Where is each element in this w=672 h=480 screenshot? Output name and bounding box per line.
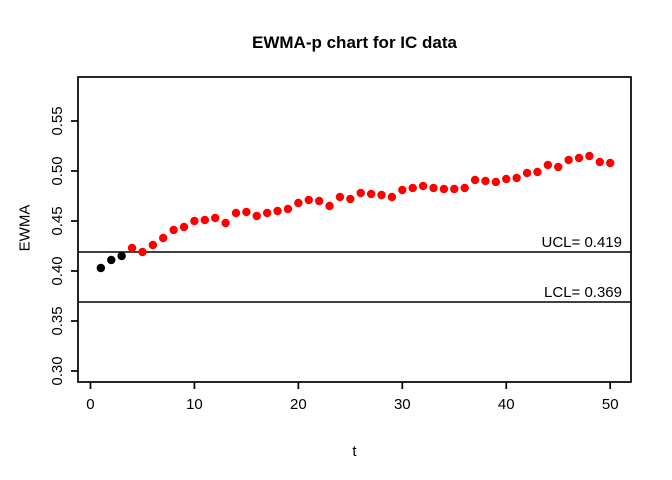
x-axis-label: t <box>352 443 357 460</box>
data-point-out-of-control-points <box>470 175 480 185</box>
x-tick-label: 20 <box>290 396 307 413</box>
data-point-in-control-points <box>117 251 126 261</box>
data-point-out-of-control-points <box>294 198 303 208</box>
data-point-out-of-control-points <box>231 208 241 218</box>
data-point-out-of-control-points <box>554 162 563 172</box>
data-point-out-of-control-points <box>460 183 469 193</box>
data-point-in-control-points <box>107 255 116 265</box>
data-point-out-of-control-points <box>283 204 293 214</box>
data-point-out-of-control-points <box>242 207 251 217</box>
y-tick-label: 0.50 <box>49 156 66 185</box>
data-point-out-of-control-points <box>502 174 511 184</box>
y-tick-label: 0.45 <box>49 206 66 235</box>
data-point-out-of-control-points <box>429 183 438 193</box>
data-point-out-of-control-points <box>252 211 261 221</box>
data-point-out-of-control-points <box>190 216 199 226</box>
data-point-out-of-control-points <box>356 188 365 198</box>
data-point-out-of-control-points <box>585 151 594 161</box>
data-point-out-of-control-points <box>439 184 449 194</box>
y-tick-label: 0.30 <box>49 356 66 385</box>
data-point-out-of-control-points <box>366 189 376 199</box>
data-point-out-of-control-points <box>522 168 532 178</box>
data-point-out-of-control-points <box>221 218 230 228</box>
data-point-out-of-control-points <box>606 158 615 168</box>
data-point-out-of-control-points <box>543 160 553 170</box>
lcl-label: LCL= 0.369 <box>544 284 622 301</box>
x-tick-label: 50 <box>602 396 619 413</box>
ucl-label: UCL= 0.419 <box>541 234 622 251</box>
y-axis-label: EWMA <box>16 204 34 252</box>
data-point-out-of-control-points <box>325 201 334 211</box>
data-point-out-of-control-points <box>304 195 313 205</box>
data-point-out-of-control-points <box>408 183 417 193</box>
plot-border <box>77 76 632 383</box>
x-tick-label: 40 <box>498 396 515 413</box>
data-point-out-of-control-points <box>314 196 324 206</box>
data-point-out-of-control-points <box>179 222 189 232</box>
data-point-out-of-control-points <box>346 194 355 204</box>
data-point-out-of-control-points <box>200 215 210 225</box>
data-point-out-of-control-points <box>512 173 521 183</box>
data-point-out-of-control-points <box>335 192 345 202</box>
chart-title: EWMA-p chart for IC data <box>252 33 457 52</box>
data-point-out-of-control-points <box>418 181 428 191</box>
data-point-out-of-control-points <box>262 208 272 218</box>
y-tick-label: 0.40 <box>49 256 66 285</box>
data-point-out-of-control-points <box>398 185 407 195</box>
data-point-out-of-control-points <box>450 184 459 194</box>
data-point-out-of-control-points <box>211 213 220 223</box>
data-point-out-of-control-points <box>564 155 573 165</box>
data-point-out-of-control-points <box>273 206 282 216</box>
data-point-out-of-control-points <box>377 190 386 200</box>
x-tick-label: 0 <box>86 396 94 413</box>
y-tick-label: 0.55 <box>49 106 66 135</box>
data-point-out-of-control-points <box>533 167 542 177</box>
data-point-out-of-control-points <box>159 233 168 243</box>
data-point-out-of-control-points <box>138 247 147 257</box>
y-tick-label: 0.35 <box>49 306 66 335</box>
data-point-out-of-control-points <box>574 153 584 163</box>
data-point-out-of-control-points <box>148 240 158 250</box>
data-point-out-of-control-points <box>595 157 605 167</box>
data-point-out-of-control-points <box>481 176 490 186</box>
data-point-out-of-control-points <box>169 225 178 235</box>
data-point-out-of-control-points <box>387 192 397 202</box>
x-tick-label: 10 <box>186 396 203 413</box>
data-point-out-of-control-points <box>491 177 501 187</box>
data-point-in-control-points <box>96 263 106 273</box>
x-tick-label: 30 <box>394 396 411 413</box>
data-point-out-of-control-points <box>127 243 137 253</box>
